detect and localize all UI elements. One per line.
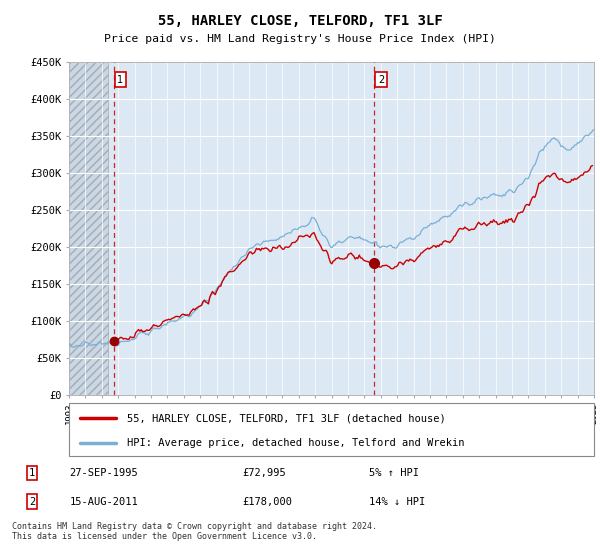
Bar [69, 62, 109, 395]
Text: 55, HARLEY CLOSE, TELFORD, TF1 3LF: 55, HARLEY CLOSE, TELFORD, TF1 3LF [158, 14, 442, 28]
FancyBboxPatch shape [69, 403, 594, 456]
Text: £178,000: £178,000 [242, 497, 292, 507]
Text: Contains HM Land Registry data © Crown copyright and database right 2024.
This d: Contains HM Land Registry data © Crown c… [12, 522, 377, 542]
Text: Price paid vs. HM Land Registry's House Price Index (HPI): Price paid vs. HM Land Registry's House … [104, 34, 496, 44]
Text: 1: 1 [29, 468, 35, 478]
Text: 2: 2 [29, 497, 35, 507]
Text: 2: 2 [378, 75, 384, 85]
Text: 14% ↓ HPI: 14% ↓ HPI [369, 497, 425, 507]
Text: 15-AUG-2011: 15-AUG-2011 [70, 497, 139, 507]
Text: 27-SEP-1995: 27-SEP-1995 [70, 468, 139, 478]
Text: 5% ↑ HPI: 5% ↑ HPI [369, 468, 419, 478]
Text: £72,995: £72,995 [242, 468, 286, 478]
Text: 1: 1 [117, 75, 124, 85]
Text: HPI: Average price, detached house, Telford and Wrekin: HPI: Average price, detached house, Telf… [127, 437, 464, 447]
Text: 55, HARLEY CLOSE, TELFORD, TF1 3LF (detached house): 55, HARLEY CLOSE, TELFORD, TF1 3LF (deta… [127, 413, 445, 423]
